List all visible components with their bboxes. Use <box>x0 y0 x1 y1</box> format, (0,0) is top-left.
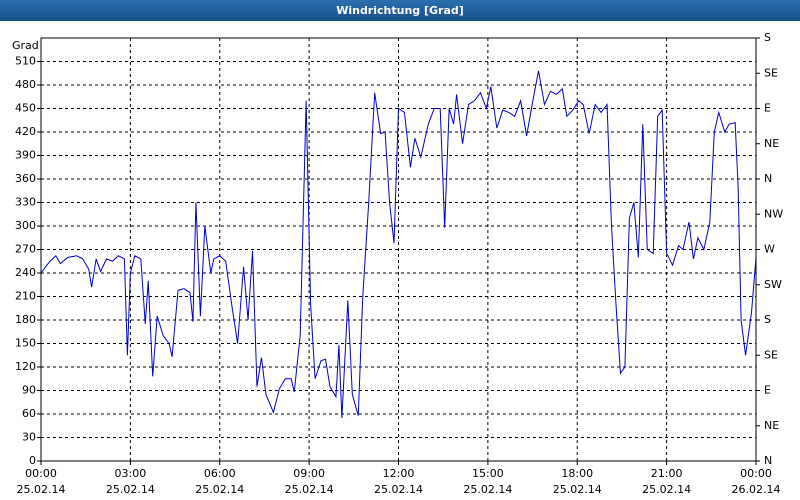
y-tick-label: 270 <box>15 243 36 256</box>
x-tick-label: 00:00 <box>25 467 57 480</box>
y-tick-label: 420 <box>15 125 36 138</box>
y-tick-label: 300 <box>15 219 36 232</box>
y-tick-label: 330 <box>15 196 36 209</box>
y2-tick-label: SW <box>764 278 782 291</box>
y-tick-label: 0 <box>29 454 36 467</box>
y2-tick-label: NE <box>764 137 779 150</box>
x-tick-label: 12:00 <box>383 467 415 480</box>
x-tick-date: 25.02.14 <box>642 483 691 496</box>
x-tick-date: 25.02.14 <box>106 483 155 496</box>
y2-tick-label: NW <box>764 207 783 220</box>
x-tick-date: 26.02.14 <box>732 483 781 496</box>
y-axis-label: Grad <box>12 39 39 52</box>
y-tick-label: 240 <box>15 266 36 279</box>
y-tick-label: 60 <box>22 407 36 420</box>
y-tick-label: 510 <box>15 55 36 68</box>
x-tick-date: 25.02.14 <box>553 483 602 496</box>
x-tick-label: 00:00 <box>740 467 772 480</box>
y-tick-label: 90 <box>22 384 36 397</box>
y-tick-label: 450 <box>15 102 36 115</box>
chart-title: Windrichtung [Grad] <box>336 4 464 17</box>
y2-tick-label: N <box>764 454 772 467</box>
y-tick-label: 150 <box>15 337 36 350</box>
x-tick-label: 21:00 <box>651 467 683 480</box>
y2-tick-label: S <box>764 31 771 44</box>
y2-tick-label: SE <box>764 66 778 79</box>
y2-tick-label: SE <box>764 348 778 361</box>
x-tick-date: 25.02.14 <box>195 483 244 496</box>
x-tick-label: 06:00 <box>204 467 236 480</box>
x-tick-label: 15:00 <box>472 467 504 480</box>
y-tick-label: 360 <box>15 172 36 185</box>
x-tick-date: 25.02.14 <box>463 483 512 496</box>
title-bar <box>0 0 800 21</box>
y2-tick-label: N <box>764 172 772 185</box>
x-tick-label: 18:00 <box>561 467 593 480</box>
y2-tick-label: NE <box>764 419 779 432</box>
x-tick-date: 25.02.14 <box>374 483 423 496</box>
y-tick-label: 210 <box>15 290 36 303</box>
y2-tick-label: E <box>764 384 771 397</box>
x-tick-label: 09:00 <box>293 467 325 480</box>
y2-tick-label: E <box>764 102 771 115</box>
x-tick-date: 25.02.14 <box>285 483 334 496</box>
y-tick-label: 390 <box>15 149 36 162</box>
x-tick-date: 25.02.14 <box>17 483 66 496</box>
y-tick-label: 480 <box>15 78 36 91</box>
y2-tick-label: S <box>764 313 771 326</box>
y2-tick-label: W <box>764 243 775 256</box>
y-tick-label: 30 <box>22 431 36 444</box>
y-tick-label: 120 <box>15 360 36 373</box>
y-tick-label: 180 <box>15 313 36 326</box>
data-line <box>40 70 757 418</box>
x-tick-label: 03:00 <box>115 467 147 480</box>
